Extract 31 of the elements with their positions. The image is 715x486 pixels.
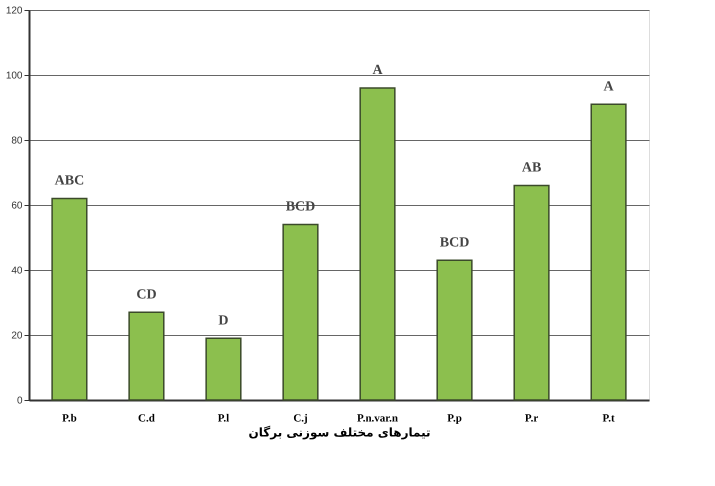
bar: [282, 224, 319, 401]
annotation: A: [372, 63, 384, 78]
bar: [513, 184, 550, 401]
x-tick-label: P.r: [524, 412, 538, 424]
y-tick-label: 0: [16, 396, 23, 406]
bar: [51, 198, 88, 401]
bar: [590, 104, 627, 401]
x-tick-label: P.t: [602, 412, 615, 424]
bar: [128, 312, 165, 401]
annotation: CD: [136, 287, 157, 302]
bar: [359, 87, 396, 401]
bar: [436, 260, 473, 401]
x-tick-label: P.n.var.n: [356, 412, 398, 424]
y-tick-label: 60: [11, 200, 23, 212]
annotation: ABC: [54, 174, 84, 188]
y-tick-label: 120: [6, 6, 23, 16]
annotation: BCD: [440, 235, 470, 250]
x-axis-title: تیمارهای مختلف سوزنی برگان: [248, 426, 430, 440]
y-tick-label: 80: [11, 136, 23, 146]
y-tick-label: 40: [11, 266, 23, 276]
y-tick-label: 20: [11, 330, 23, 342]
x-tick-label: C.d: [138, 412, 155, 424]
bar: [205, 338, 242, 401]
x-tick-label: P.p: [447, 412, 462, 424]
y-tick-label: 100: [6, 70, 23, 82]
x-tick-label: C.j: [293, 412, 308, 424]
annotation: AB: [522, 160, 542, 176]
x-tick-label: P.l: [218, 412, 230, 424]
x-tick-label: P.b: [62, 412, 77, 424]
annotation: D: [218, 313, 229, 328]
annotation: A: [604, 79, 615, 94]
